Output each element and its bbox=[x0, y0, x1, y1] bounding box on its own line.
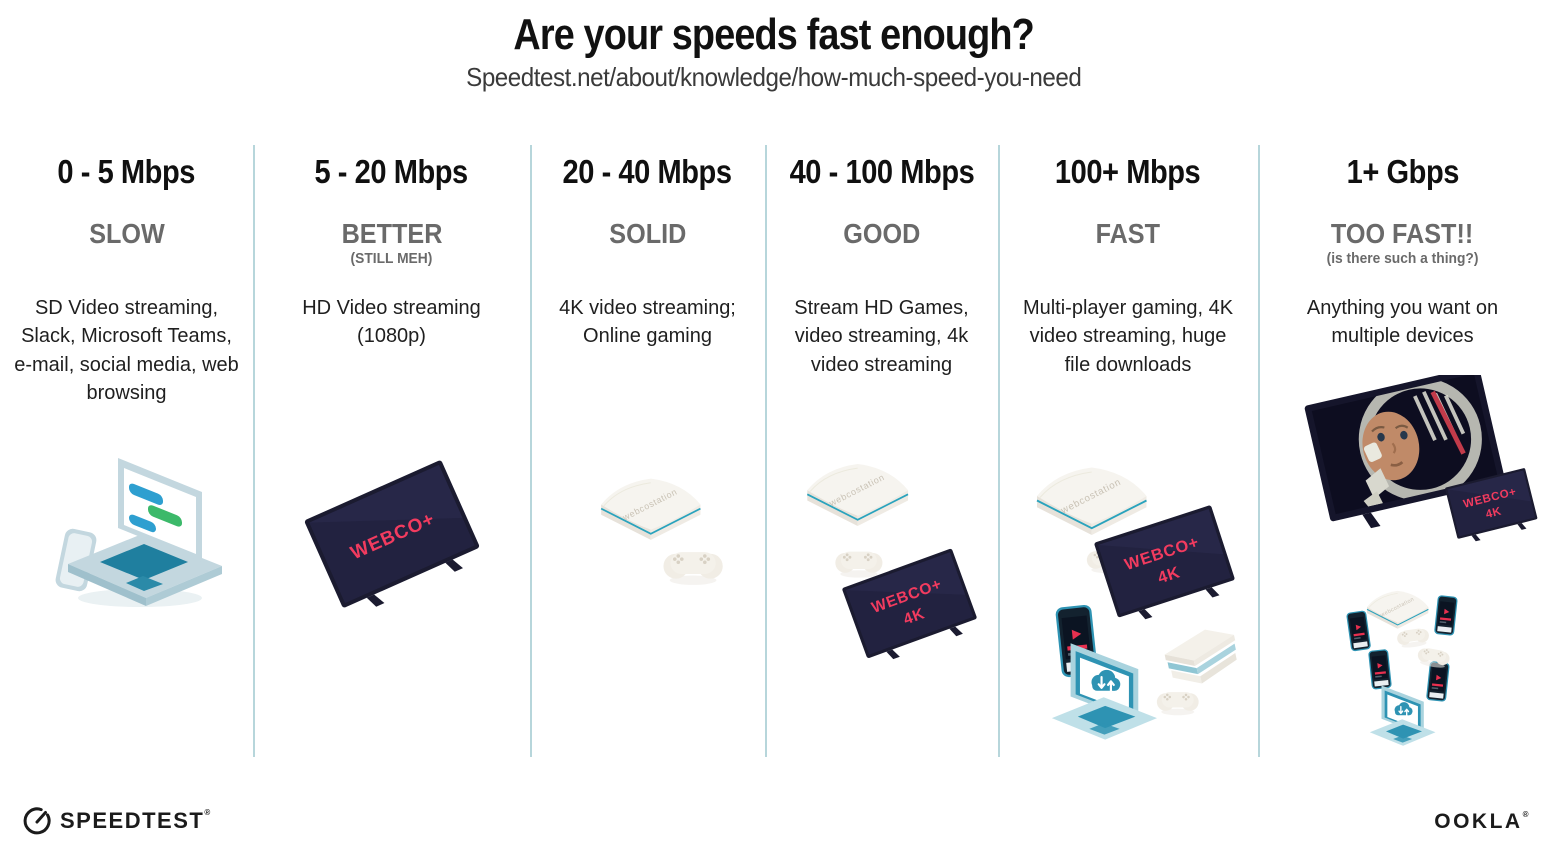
column-20-40-mbps: 20 - 40 Mbps SOLID 4K video streaming; O… bbox=[530, 140, 765, 800]
page-title-text: Are your speeds fast enough? bbox=[513, 10, 1034, 59]
column-40-100-mbps: 40 - 100 Mbps GOOD Stream HD Games, vide… bbox=[765, 140, 998, 800]
illustration-movie-tv-cluster: WEBCO+ 4K bbox=[1258, 375, 1547, 775]
use-case-description: Stream HD Games, video streaming, 4k vid… bbox=[794, 297, 969, 376]
page-title: Are your speeds fast enough? bbox=[0, 10, 1547, 60]
illustration-console-4k-tv: WEBCO+ 4K bbox=[765, 440, 998, 685]
use-case-description: Multi-player gaming, 4K video streaming,… bbox=[1022, 297, 1234, 376]
use-case-description: 4K video streaming; Online gaming bbox=[559, 297, 736, 348]
rating-label: TOO FAST!! bbox=[1331, 218, 1474, 249]
column-divider bbox=[253, 145, 255, 757]
rating-label: GOOD bbox=[842, 218, 921, 249]
use-case-description: HD Video streaming (1080p) bbox=[302, 297, 481, 348]
illustration-laptop-phone-chat bbox=[0, 440, 253, 615]
ookla-wordmark-text: OOKLA bbox=[1434, 810, 1523, 833]
rating-label: SLOW bbox=[88, 218, 165, 249]
ookla-logo: OOKLA® bbox=[1434, 810, 1531, 834]
column-divider bbox=[1258, 145, 1260, 757]
illustration-console-controller bbox=[530, 455, 765, 625]
ookla-trademark: ® bbox=[1522, 810, 1531, 819]
speed-range: 5 - 20 Mbps bbox=[314, 153, 469, 190]
speedtest-trademark: ® bbox=[204, 808, 212, 817]
speed-range: 0 - 5 Mbps bbox=[57, 153, 196, 190]
speedtest-wordmark: SPEEDTEST® bbox=[60, 808, 212, 834]
rating-label: SOLID bbox=[608, 218, 687, 249]
tv-4k-label: 4K bbox=[1485, 506, 1503, 522]
speed-range: 40 - 100 Mbps bbox=[789, 153, 974, 190]
column-5-20-mbps: 5 - 20 Mbps BETTER (STILL MEH) HD Video … bbox=[253, 140, 530, 800]
rating-label: BETTER bbox=[341, 218, 442, 249]
header: Are your speeds fast enough? Speedtest.n… bbox=[0, 0, 1547, 93]
column-divider bbox=[998, 145, 1000, 757]
rating-label: FAST bbox=[1095, 218, 1161, 249]
column-100-plus-mbps: 100+ Mbps FAST Multi-player gaming, 4K v… bbox=[998, 140, 1258, 800]
chat-bubbles-icon bbox=[128, 483, 182, 533]
column-divider bbox=[765, 145, 767, 757]
speed-range: 100+ Mbps bbox=[1055, 153, 1201, 190]
speed-columns: 0 - 5 Mbps SLOW SD Video streaming, Slac… bbox=[0, 140, 1547, 800]
page-subtitle-text: Speedtest.net/about/knowledge/how-much-s… bbox=[465, 62, 1082, 92]
column-divider bbox=[530, 145, 532, 757]
column-1-plus-gbps: 1+ Gbps TOO FAST!! (is there such a thin… bbox=[1258, 140, 1547, 800]
speed-range: 20 - 40 Mbps bbox=[562, 153, 733, 190]
tv-4k-label: 4K bbox=[901, 605, 927, 628]
illustration-multi-device-cluster: WEBCO+ 4K bbox=[998, 440, 1258, 775]
use-case-description: Anything you want on multiple devices bbox=[1306, 297, 1499, 348]
speedtest-logo: SPEEDTEST® bbox=[22, 806, 212, 836]
page-subtitle-url: Speedtest.net/about/knowledge/how-much-s… bbox=[0, 62, 1547, 93]
rating-note: (is there such a thing?) bbox=[1326, 250, 1479, 267]
ookla-wordmark: OOKLA® bbox=[1434, 810, 1531, 834]
column-0-5-mbps: 0 - 5 Mbps SLOW SD Video streaming, Slac… bbox=[0, 140, 253, 800]
laptop-chat bbox=[55, 458, 222, 607]
illustration-tv-webco: WEBCO+ bbox=[253, 448, 530, 628]
speedtest-wordmark-text: SPEEDTEST bbox=[60, 808, 205, 833]
speedtest-gauge-icon bbox=[23, 807, 51, 835]
rating-note: (STILL MEH) bbox=[350, 250, 433, 267]
speed-range: 1+ Gbps bbox=[1346, 153, 1459, 190]
use-case-description: SD Video streaming, Slack, Microsoft Tea… bbox=[14, 297, 239, 405]
